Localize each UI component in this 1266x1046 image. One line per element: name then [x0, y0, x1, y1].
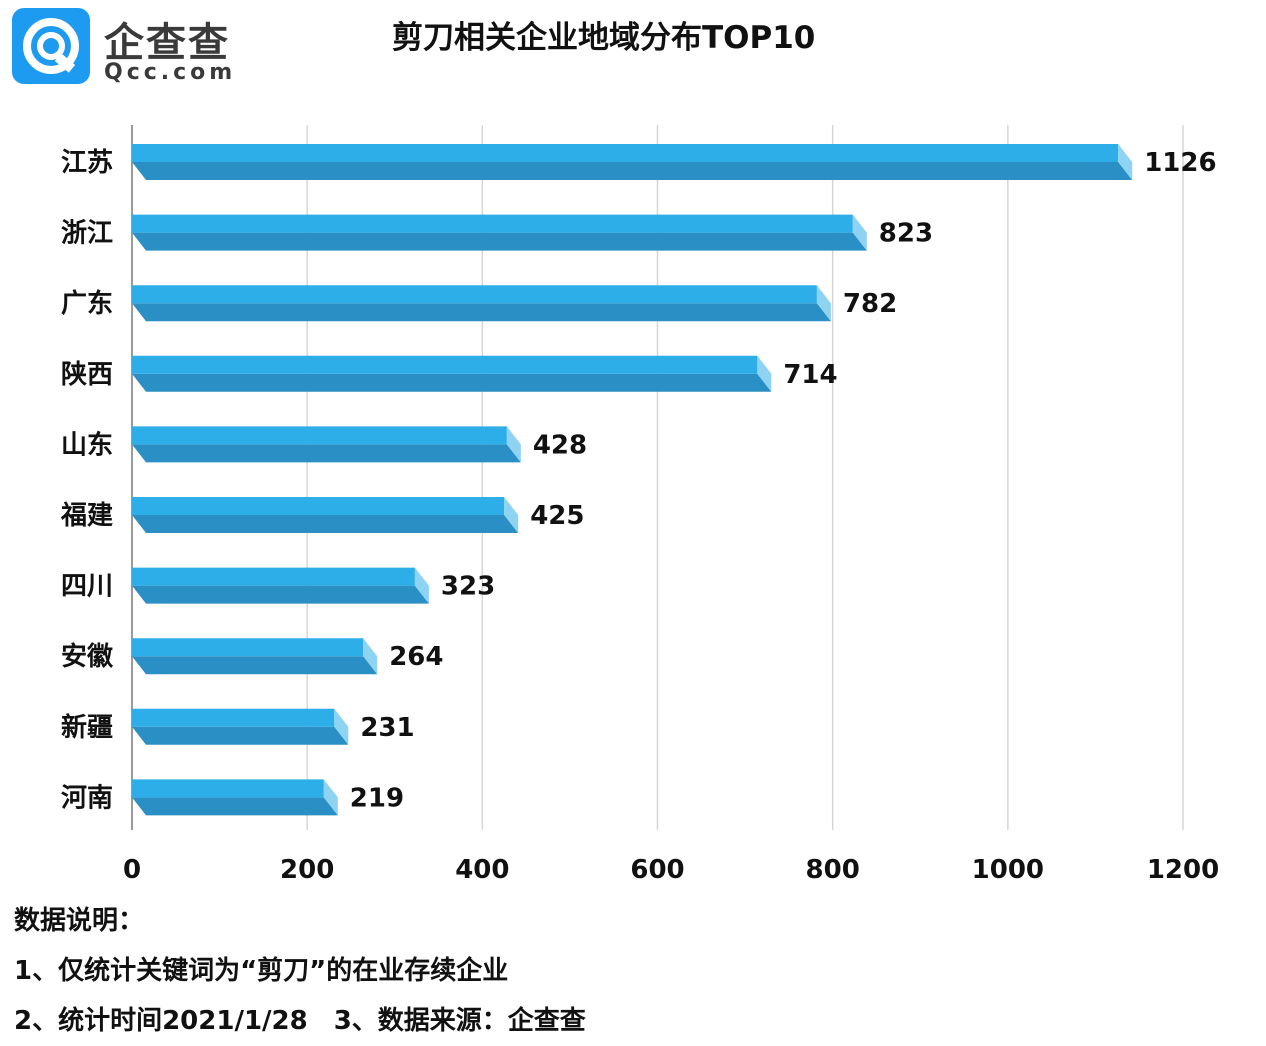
logo-icon	[12, 8, 90, 84]
category-label: 河南	[61, 783, 113, 813]
bar-bottom-face	[132, 303, 831, 322]
category-label: 新疆	[61, 712, 113, 743]
bar	[132, 285, 817, 304]
logo-name-en: Qcc.com	[104, 60, 237, 85]
bar-group	[132, 638, 378, 675]
bar-group	[132, 355, 772, 392]
bar-bottom-face	[132, 162, 1133, 180]
data-label: 219	[350, 783, 404, 813]
category-label: 广东	[61, 288, 113, 319]
data-label: 714	[783, 360, 837, 390]
x-tick-label: 600	[630, 855, 684, 885]
bar-bottom-face	[132, 585, 429, 604]
bar-group	[132, 144, 1133, 180]
x-tick-label: 200	[280, 855, 334, 885]
bar-end-cap	[414, 567, 429, 604]
bar	[132, 497, 505, 515]
category-label: 江苏	[61, 148, 113, 178]
notes-line-1: 1、仅统计关键词为“剪刀”的在业存续企业	[14, 956, 509, 986]
logo-name-cn: 企查查	[104, 20, 230, 66]
data-label: 323	[441, 572, 495, 602]
bar-group	[132, 779, 338, 816]
bar-end-cap	[323, 779, 338, 816]
bar-end-cap	[334, 708, 349, 745]
chart-title: 剪刀相关企业地域分布TOP10	[392, 20, 816, 56]
category-label: 四川	[61, 572, 113, 602]
category-label: 安徽	[61, 642, 114, 672]
bar-bottom-face	[132, 656, 378, 675]
x-tick-label: 0	[123, 855, 141, 885]
bar	[132, 567, 415, 586]
x-tick-label: 800	[806, 855, 860, 885]
bar	[132, 355, 758, 374]
bar	[132, 779, 324, 798]
bar-bottom-face	[132, 373, 772, 392]
bar-group	[132, 426, 521, 463]
bar-bottom-face	[132, 232, 867, 251]
data-notes: 数据说明： 1、仅统计关键词为“剪刀”的在业存续企业 2、统计时间2021/1/…	[14, 896, 586, 1046]
bar-group	[132, 708, 349, 745]
bar-group	[132, 285, 831, 322]
bar	[132, 214, 853, 233]
bar	[132, 144, 1119, 162]
bar-end-cap	[852, 214, 867, 251]
notes-line-2: 2、统计时间2021/1/28 3、数据来源：企查查	[14, 1006, 586, 1036]
data-label: 425	[530, 501, 584, 531]
bar-end-cap	[1118, 144, 1133, 180]
bar-end-cap	[504, 497, 519, 533]
bar-end-cap	[816, 285, 831, 322]
data-label: 1126	[1144, 148, 1216, 178]
bar-end-cap	[506, 426, 521, 463]
bar-end-cap	[757, 355, 772, 392]
x-tick-label: 1000	[972, 855, 1044, 885]
data-label: 231	[360, 713, 414, 743]
data-label: 782	[843, 289, 897, 319]
category-label: 陕西	[61, 360, 113, 390]
category-label: 福建	[60, 501, 113, 531]
bar	[132, 638, 364, 657]
notes-heading: 数据说明：	[14, 906, 145, 936]
bar-bottom-face	[132, 444, 521, 463]
category-label: 浙江	[61, 219, 113, 249]
bar-group	[132, 214, 867, 251]
x-tick-label: 400	[455, 855, 509, 885]
data-label: 428	[533, 430, 587, 460]
logo: 企查查 Qcc.com	[12, 8, 252, 88]
bar-group	[132, 567, 429, 604]
data-label: 264	[389, 642, 443, 672]
bar	[132, 426, 507, 445]
bar-bottom-face	[132, 726, 349, 745]
bar-end-cap	[363, 638, 378, 675]
bar	[132, 708, 335, 727]
x-tick-label: 1200	[1147, 855, 1219, 885]
bar-bottom-face	[132, 797, 338, 816]
bar-bottom-face	[132, 515, 519, 533]
data-label: 823	[879, 219, 933, 249]
bar-group	[132, 497, 519, 533]
category-label: 山东	[61, 429, 113, 460]
